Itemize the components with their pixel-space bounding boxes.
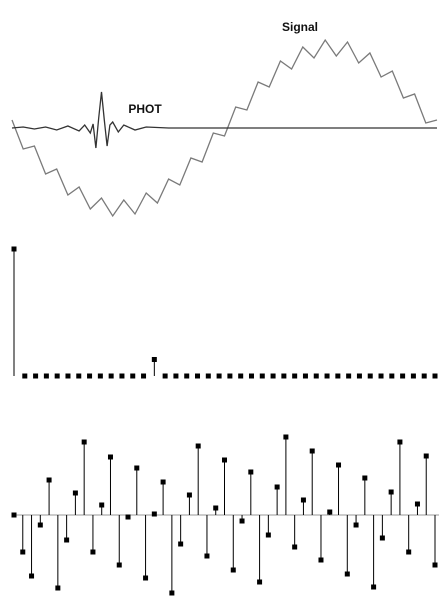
stem-marker <box>54 373 60 379</box>
stem-marker <box>324 373 330 379</box>
signal-line <box>11 91 437 149</box>
stem-marker <box>119 373 125 379</box>
stem-marker <box>169 590 175 596</box>
stem-marker <box>22 373 28 379</box>
stem-marker <box>162 373 168 379</box>
stem-marker <box>173 373 179 379</box>
stem-marker <box>423 453 429 459</box>
stem-marker <box>216 373 222 379</box>
stem-marker <box>184 373 190 379</box>
stem-marker <box>227 373 233 379</box>
stem-marker <box>313 373 319 379</box>
stem-marker <box>389 373 395 379</box>
stem-marker <box>195 443 201 449</box>
stem-marker <box>274 484 280 490</box>
stem-marker <box>327 509 333 515</box>
stem-marker <box>281 373 287 379</box>
stem-marker <box>134 465 140 471</box>
stem-marker <box>379 535 385 541</box>
stem-marker <box>160 479 166 485</box>
stem-marker <box>248 373 254 379</box>
stem-marker <box>130 373 136 379</box>
stem-marker <box>90 549 96 555</box>
stem-marker <box>97 373 103 379</box>
stem-marker <box>238 373 244 379</box>
stem-marker <box>309 448 315 454</box>
stem-marker <box>248 469 254 475</box>
stem-marker <box>72 490 78 496</box>
stem-marker <box>259 373 265 379</box>
stem-marker <box>151 511 157 517</box>
stem-marker <box>300 497 306 503</box>
stem-marker <box>116 562 122 568</box>
stem-marker <box>143 575 149 581</box>
stem-marker <box>292 373 298 379</box>
stem-marker <box>239 518 245 524</box>
stem-marker <box>318 557 324 563</box>
stem-marker <box>270 373 276 379</box>
stem-marker <box>400 373 406 379</box>
series-label: Signal <box>282 20 318 34</box>
stem-marker <box>378 373 384 379</box>
stem-marker <box>406 549 412 555</box>
stem-marker <box>11 246 17 252</box>
stem-marker <box>421 373 427 379</box>
stem-marker <box>367 373 373 379</box>
stem-marker <box>29 573 35 579</box>
stem-marker <box>37 522 43 528</box>
stem-marker <box>230 567 236 573</box>
stem-marker <box>64 537 70 543</box>
stem-marker <box>302 373 308 379</box>
stem-marker <box>414 501 420 507</box>
stem-marker <box>195 373 201 379</box>
stem-marker <box>344 571 350 577</box>
series-label: PHOT <box>128 102 162 116</box>
stem-marker <box>186 492 192 498</box>
stem-marker <box>178 541 184 547</box>
stem-marker <box>362 475 368 481</box>
stem-marker <box>76 373 82 379</box>
stem-marker <box>222 457 227 463</box>
stem-marker <box>204 553 210 559</box>
stem-marker <box>353 522 359 528</box>
stem-marker <box>151 356 157 362</box>
stem-marker <box>346 373 352 379</box>
stem-marker <box>205 373 211 379</box>
stem-marker <box>356 373 362 379</box>
stem-marker <box>388 489 394 495</box>
stem-marker <box>410 373 416 379</box>
stem-marker <box>108 373 114 379</box>
stem-marker <box>87 373 93 379</box>
stem-marker <box>432 373 438 379</box>
stem-marker <box>335 373 341 379</box>
signal-line <box>11 38 438 218</box>
stem-marker <box>292 544 298 550</box>
stem-marker <box>33 373 39 379</box>
stem-marker <box>55 585 61 591</box>
stem-marker <box>397 439 403 445</box>
stem-marker <box>432 562 438 568</box>
stem-marker <box>257 579 263 585</box>
stem-marker <box>371 584 377 590</box>
stem-marker <box>336 462 342 468</box>
stem-marker <box>283 434 289 440</box>
stem-marker <box>107 454 113 460</box>
stem-marker <box>81 439 87 445</box>
stem-marker <box>20 549 26 555</box>
stem-marker <box>11 512 17 518</box>
stem-marker <box>141 373 147 379</box>
stem-marker <box>125 514 131 520</box>
stem-marker <box>46 477 52 483</box>
stem-marker <box>65 373 71 379</box>
stem-marker <box>99 502 105 508</box>
stem-marker <box>213 505 219 511</box>
stem-marker <box>265 532 271 538</box>
stem-marker <box>43 373 49 379</box>
